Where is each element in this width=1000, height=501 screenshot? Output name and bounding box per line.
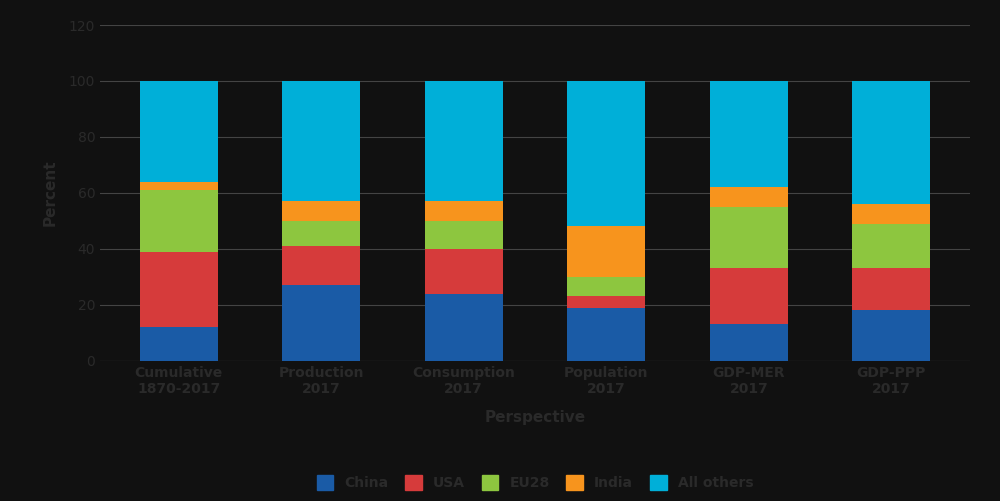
Bar (567, 226, 645, 277)
Bar (282, 81, 360, 201)
Bar (282, 246, 360, 285)
Bar (852, 223, 930, 269)
Bar (852, 269, 930, 311)
Bar (282, 285, 360, 361)
Bar (567, 308, 645, 361)
Bar (567, 297, 645, 308)
Bar (567, 81, 645, 226)
Bar (425, 249, 503, 294)
Y-axis label: Percent: Percent (43, 160, 58, 226)
Bar (140, 182, 218, 190)
X-axis label: Perspective: Perspective (484, 410, 586, 425)
Bar (710, 207, 788, 269)
Bar (140, 81, 218, 182)
Bar (567, 277, 645, 297)
Bar (852, 204, 930, 223)
Bar (140, 327, 218, 361)
Bar (140, 252, 218, 327)
Bar (710, 269, 788, 324)
Bar (852, 81, 930, 204)
Bar (425, 221, 503, 249)
Legend: China, USA, EU28, India, All others: China, USA, EU28, India, All others (310, 468, 760, 497)
Bar (282, 221, 360, 246)
Bar (140, 190, 218, 252)
Bar (852, 311, 930, 361)
Bar (425, 201, 503, 221)
Bar (710, 187, 788, 207)
Bar (282, 201, 360, 221)
Bar (425, 294, 503, 361)
Bar (710, 324, 788, 361)
Bar (710, 81, 788, 187)
Bar (425, 81, 503, 201)
